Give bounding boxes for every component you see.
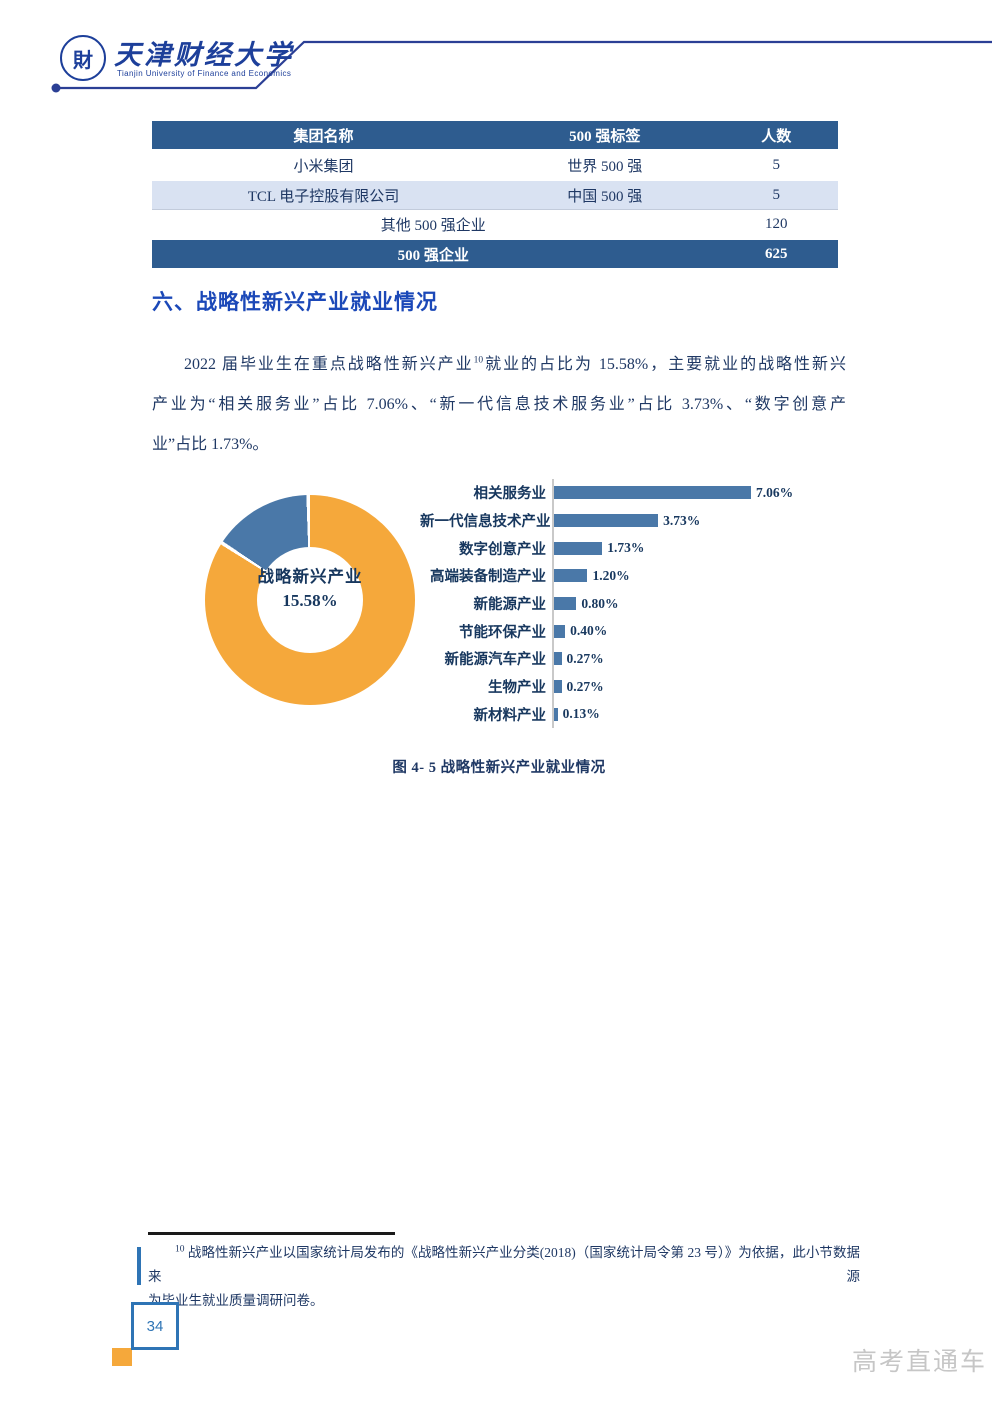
bar-track: 7.06% <box>552 479 860 507</box>
table-cell: 世界 500 强 <box>567 158 643 175</box>
footnote-ref: 10 <box>473 355 484 366</box>
bar-row: 生物产业 0.27% <box>420 672 860 701</box>
table-header-cell: 500 强标签 <box>569 128 641 145</box>
header-rule <box>51 40 992 93</box>
bar-row: 数字创意产业 1.73% <box>420 534 860 563</box>
page-number-box: 34 <box>131 1302 179 1350</box>
paragraph-line: 产业为“相关服务业”占比 7.06%、“新一代信息技术服务业”占比 3.73%、… <box>152 396 846 413</box>
bar-row: 高端装备制造产业 1.20% <box>420 562 860 590</box>
table-cell: 5 <box>772 156 781 173</box>
paragraph-text: 就业的占比为 15.58%，主要就业的战略性新兴 <box>483 356 846 373</box>
bar-fill <box>554 624 566 638</box>
bar-value: 0.40% <box>570 623 608 639</box>
bar-value: 0.27% <box>566 678 604 694</box>
donut-center-line1: 战略新兴产业 <box>257 567 363 586</box>
footnote-text: 战略性新兴产业以国家统计局发布的《战略性新兴产业分类(2018)（国家统计局令第… <box>148 1245 861 1284</box>
table-cell: 625 <box>765 245 788 262</box>
table-header-row: 集团名称 500 强标签 人数 <box>152 121 838 151</box>
university-name-en: Tianjin University of Finance and Econom… <box>117 69 292 78</box>
table-cell: 中国 500 强 <box>567 188 643 205</box>
bar-value: 3.73% <box>663 512 701 528</box>
bar-fill <box>554 541 603 555</box>
bar-label: 新材料产业 <box>473 707 547 724</box>
bar-label: 节能环保产业 <box>459 624 546 641</box>
bar-chart: 相关服务业 7.06% 新一代信息技术产业 3.73% 数字创意产业 1.73%… <box>420 479 860 729</box>
bar-value: 1.73% <box>607 540 645 556</box>
bar-track: 3.73% <box>552 506 860 535</box>
table-row: 其他 500 强企业 120 <box>152 210 838 240</box>
footnote: 10 战略性新兴产业以国家统计局发布的《战略性新兴产业分类(2018)（国家统计… <box>148 1241 860 1313</box>
table-cell: 120 <box>765 215 788 232</box>
bar-row: 相关服务业 7.06% <box>420 479 860 507</box>
watermark: 高考直通车 <box>852 1349 988 1376</box>
bar-fill <box>554 707 558 721</box>
table-cell: 其他 500 强企业 <box>380 217 486 234</box>
table-header-cell: 人数 <box>761 128 792 145</box>
bar-row: 节能环保产业 0.40% <box>420 617 860 646</box>
footer-accent-square <box>112 1348 132 1366</box>
body-paragraph: 2022 届毕业生在重点战略性新兴产业10就业的占比为 15.58%，主要就业的… <box>152 345 846 465</box>
bar-value: 1.20% <box>592 567 630 583</box>
bar-value: 7.06% <box>755 484 794 500</box>
top500-table: 集团名称 500 强标签 人数 小米集团 世界 500 强 5 TCL 电子控股… <box>152 121 838 268</box>
bar-fill <box>554 569 588 583</box>
bar-track: 0.27% <box>552 645 860 673</box>
paragraph-line: 2022 届毕业生在重点战略性新兴产业10就业的占比为 15.58%，主要就业的… <box>152 345 846 385</box>
bar-label: 生物产业 <box>488 680 546 697</box>
bar-row: 新一代信息技术产业 3.73% <box>420 506 860 535</box>
bar-label: 相关服务业 <box>473 486 547 503</box>
donut-hole <box>257 547 363 653</box>
table-cell: 5 <box>772 186 781 203</box>
bar-label: 新一代信息技术产业 <box>420 514 551 531</box>
bar-track: 0.80% <box>552 589 860 618</box>
bar-label: 新能源产业 <box>473 597 547 614</box>
bar-value: 0.80% <box>581 595 619 611</box>
university-name-cn: 天津财经大学 <box>114 40 294 70</box>
donut-center-line2: 15.58% <box>282 591 338 610</box>
footnote-line: 10 战略性新兴产业以国家统计局发布的《战略性新兴产业分类(2018)（国家统计… <box>148 1241 860 1289</box>
bar-fill <box>554 652 562 666</box>
university-logo-glyph: 財 <box>73 49 93 72</box>
table-row: TCL 电子控股有限公司 中国 500 强 5 <box>152 181 838 210</box>
university-logo: 財 <box>60 35 106 81</box>
bar-label: 新能源汽车产业 <box>444 652 547 669</box>
figure-caption: 图 4- 5 战略性新兴产业就业情况 <box>392 760 606 776</box>
table-cell: 500 强企业 <box>397 247 469 264</box>
paragraph-text: 2022 届毕业生在重点战略性新兴产业 <box>184 356 474 373</box>
bar-track: 1.20% <box>552 562 860 590</box>
bar-value: 0.13% <box>562 706 600 722</box>
table-header-cell: 集团名称 <box>293 128 354 145</box>
bar-row: 新材料产业 0.13% <box>420 700 860 729</box>
donut-center-label: 战略新兴产业 15.58% <box>205 563 415 611</box>
bar-fill <box>554 486 751 500</box>
bar-label: 高端装备制造产业 <box>430 569 546 586</box>
footnote-change-bar <box>137 1247 141 1285</box>
bar-track: 1.73% <box>552 534 860 563</box>
table-cell: 小米集团 <box>293 158 354 175</box>
table-total-row: 500 强企业 625 <box>152 240 838 268</box>
bar-track: 0.13% <box>552 700 860 729</box>
bar-row: 新能源汽车产业 0.27% <box>420 645 860 673</box>
table-row: 小米集团 世界 500 强 5 <box>152 151 838 181</box>
bar-fill <box>554 597 577 611</box>
donut-chart: 战略新兴产业 15.58% <box>205 495 415 705</box>
bar-value: 0.27% <box>566 650 604 666</box>
table-cell: TCL 电子控股有限公司 <box>247 188 400 205</box>
bar-track: 0.27% <box>552 672 860 701</box>
footnote-separator-rule <box>148 1232 395 1235</box>
bar-row: 新能源产业 0.80% <box>420 589 860 618</box>
bar-fill <box>554 514 659 528</box>
footnote-line: 为毕业生就业质量调研问卷。 <box>148 1293 324 1308</box>
section-heading: 六、战略性新兴产业就业情况 <box>152 290 438 314</box>
bar-track: 0.40% <box>552 617 860 646</box>
footnote-ref: 10 <box>175 1244 185 1255</box>
paragraph-line: 业”占比 1.73%。 <box>152 436 269 453</box>
bar-label: 数字创意产业 <box>459 541 546 558</box>
page-number: 34 <box>146 1317 164 1335</box>
bar-fill <box>554 680 562 694</box>
